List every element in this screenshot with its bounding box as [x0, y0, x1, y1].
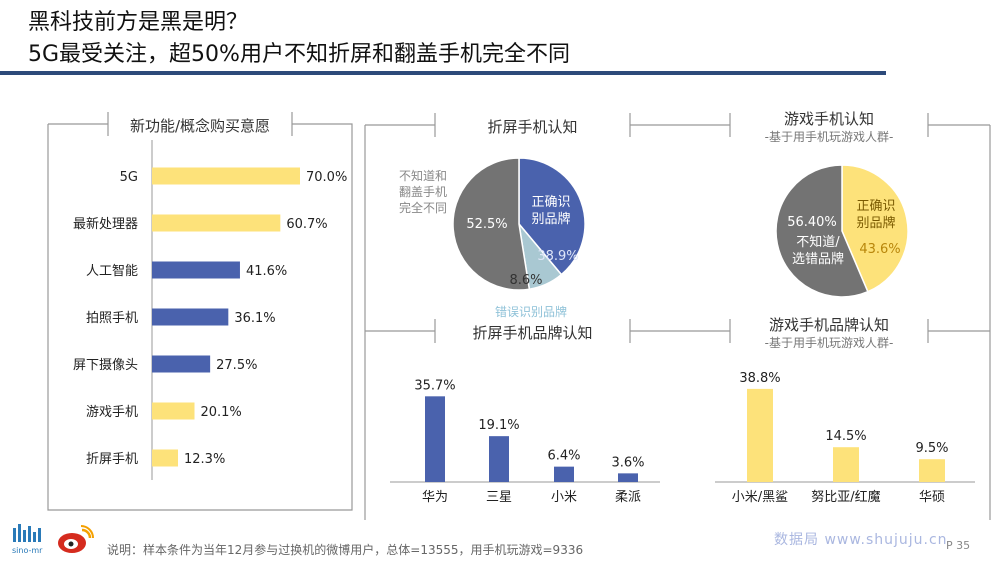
chart5-value-label: 9.5%	[915, 441, 948, 456]
watermark: 数据局 www.shujuju.cn	[774, 532, 948, 548]
weibo-logo-icon	[58, 525, 94, 553]
sino-mr-logo-icon: sino-mr	[12, 524, 43, 555]
chart2-correct-label: 正确识	[531, 195, 570, 210]
chart1-bar	[152, 308, 229, 326]
page-title-line1: 黑科技前方是黑是明？	[28, 10, 249, 35]
chart4-category-label: 小米	[551, 490, 577, 505]
chart3-correct-label: 别品牌	[856, 215, 895, 231]
page-number: P 35	[946, 539, 971, 552]
chart2-correct-value: 38.9%	[537, 249, 578, 264]
chart2-unknown-value: 52.5%	[466, 217, 507, 232]
chart1-category-label: 最新处理器	[73, 216, 138, 232]
chart1-category-label: 游戏手机	[86, 405, 138, 420]
chart5-category-label: 华硕	[919, 490, 945, 505]
chart-purchase-intent: 5G 70.0% 最新处理器 60.7% 人工智能 41.6% 拍照手机 36.1% 屏下摄像头…	[73, 140, 347, 480]
chart5-category-label: 努比亚/红魔	[811, 489, 880, 505]
chart3-slice	[841, 164, 909, 293]
chart5-subtitle: -基于用手机玩游戏人群-	[764, 336, 894, 350]
chart5-value-label: 38.8%	[739, 371, 780, 386]
chart4-bar	[425, 396, 445, 482]
chart5-bar	[747, 388, 773, 482]
chart1-value-label: 20.1%	[200, 405, 241, 420]
chart5-category-label: 小米/黑鲨	[732, 490, 788, 505]
chart1-title: 新功能/概念购买意愿	[129, 117, 271, 135]
chart4-value-label: 35.7%	[414, 378, 455, 393]
chart1-value-label: 70.0%	[306, 170, 347, 185]
chart3-unknown-value: 56.40%	[787, 215, 837, 230]
chart2-wrong-label: 错误识别品牌	[495, 305, 567, 319]
chart2-slice	[518, 157, 586, 276]
chart3-slice	[775, 164, 869, 298]
chart3-correct-value: 43.6%	[859, 242, 900, 257]
chart2-unknown-label: 不知道和	[399, 169, 447, 183]
chart-fold-brands: 35.7% 华为 19.1% 三星 6.4% 小米 3.6% 柔派	[390, 378, 660, 505]
chart3-unknown-label: 选错品牌	[792, 251, 844, 267]
chart5-bar	[833, 447, 859, 482]
chart5-title: 游戏手机品牌认知	[768, 316, 889, 334]
chart1-value-label: 27.5%	[216, 358, 257, 373]
chart1-bar	[152, 214, 281, 232]
chart3-correct-label: 正确识	[856, 199, 895, 214]
chart1-category-label: 人工智能	[86, 264, 138, 279]
svg-text:sino-mr: sino-mr	[12, 546, 43, 555]
chart1-category-label: 拍照手机	[86, 311, 138, 326]
chart4-category-label: 柔派	[615, 490, 641, 505]
chart4-title: 折屏手机品牌认知	[472, 324, 593, 342]
chart4-bar	[618, 473, 638, 482]
footnote: 说明：样本条件为当年12月参与过换机的微博用户，总体=13555，用手机玩游戏=…	[107, 543, 584, 557]
chart1-bar	[152, 261, 240, 279]
chart1-value-label: 60.7%	[286, 217, 327, 232]
chart4-category-label: 三星	[486, 490, 512, 505]
page-title-line2: 5G最受关注，超50%用户不知折屏和翻盖手机完全不同	[28, 42, 570, 67]
chart2-unknown-label: 完全不同	[399, 200, 447, 215]
chart3-unknown-label: 不知道/	[796, 234, 840, 250]
chart2-correct-label: 别品牌	[531, 211, 570, 227]
chart3-subtitle: -基于用手机玩游戏人群-	[764, 130, 894, 144]
chart2-title: 折屏手机认知	[487, 118, 578, 136]
chart1-value-label: 12.3%	[184, 452, 225, 467]
chart1-category-label: 5G	[120, 170, 138, 185]
chart5-value-label: 14.5%	[825, 429, 866, 444]
chart4-value-label: 19.1%	[478, 418, 519, 433]
chart1-bar	[152, 402, 195, 420]
chart1-bar	[152, 355, 211, 373]
chart4-bar	[489, 436, 509, 482]
chart1-bar	[152, 167, 300, 185]
chart4-value-label: 6.4%	[547, 449, 580, 464]
chart4-bar	[554, 466, 574, 482]
chart2-wrong-value: 8.6%	[509, 273, 542, 288]
chart2-unknown-label: 翻盖手机	[399, 185, 447, 199]
chart3-title: 游戏手机认知	[783, 110, 874, 128]
chart4-value-label: 3.6%	[611, 455, 644, 470]
title-divider	[0, 71, 886, 75]
chart5-bar	[919, 459, 945, 482]
chart1-category-label: 屏下摄像头	[73, 358, 138, 373]
chart1-category-label: 折屏手机	[86, 452, 138, 467]
chart-gaming-brands: 38.8% 小米/黑鲨 14.5% 努比亚/红魔 9.5% 华硕	[715, 371, 975, 505]
chart1-bar	[152, 449, 179, 467]
chart2-slice	[452, 157, 531, 291]
chart1-value-label: 36.1%	[234, 311, 275, 326]
chart4-category-label: 华为	[422, 490, 448, 505]
chart1-value-label: 41.6%	[246, 264, 287, 279]
